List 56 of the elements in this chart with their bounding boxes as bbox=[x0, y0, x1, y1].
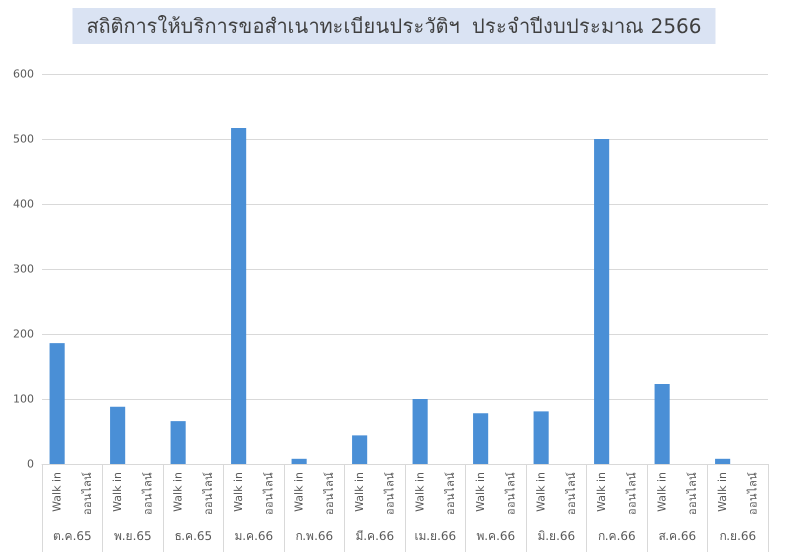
y-tick-label: 100 bbox=[13, 392, 34, 406]
x-tick-label: เม.ย.66 bbox=[414, 529, 456, 543]
bar bbox=[412, 399, 428, 464]
text: ออนไลน์ bbox=[564, 472, 578, 515]
text: Walk in bbox=[656, 472, 669, 512]
x-tick-label: ก.พ.66 bbox=[295, 529, 334, 543]
y-tick-label: 300 bbox=[13, 262, 34, 276]
x-tick-label: ก.ย.66 bbox=[719, 529, 756, 543]
bar bbox=[292, 458, 307, 464]
text: Walk in bbox=[111, 472, 124, 512]
text: ออนไลน์ bbox=[80, 472, 94, 515]
y-tick-label: 600 bbox=[13, 68, 34, 80]
chart-title: สถิติการให้บริการขอสำเนาทะเบียนประวัติฯ ประจำปีงบประมาณ 2566 bbox=[86, 14, 702, 38]
text: ออนไลน์ bbox=[504, 472, 518, 515]
text: Walk in bbox=[534, 472, 548, 512]
text: ออนไลน์ bbox=[383, 472, 396, 515]
x-tick-label: พ.ค.66 bbox=[476, 529, 516, 543]
bar bbox=[654, 384, 670, 464]
text: Walk in bbox=[595, 472, 608, 512]
y-tick-label: 0 bbox=[27, 458, 34, 470]
bar bbox=[715, 458, 730, 464]
text: Walk in bbox=[292, 472, 306, 512]
text: ออนไลน์ bbox=[262, 472, 276, 515]
text: Walk in bbox=[353, 472, 366, 512]
x-tick-label: พ.ย.65 bbox=[114, 529, 152, 543]
text: Walk in bbox=[172, 472, 185, 512]
x-tick-label: ส.ค.66 bbox=[658, 529, 696, 543]
text: ออนไลน์ bbox=[141, 472, 154, 515]
x-tick-label: ม.ค.66 bbox=[234, 529, 274, 543]
text: Walk in bbox=[232, 472, 246, 512]
y-tick-label: 400 bbox=[13, 198, 34, 210]
x-tick-label: มี.ค.66 bbox=[355, 529, 394, 543]
text: ออนไลน์ bbox=[746, 472, 760, 515]
y-tick-label: 200 bbox=[13, 328, 34, 340]
x-tick-label: ต.ค.65 bbox=[52, 529, 92, 543]
bar bbox=[534, 411, 549, 464]
text: ออนไลน์ bbox=[686, 472, 699, 515]
text: Walk in bbox=[474, 472, 488, 512]
x-tick-label: ก.ค.66 bbox=[598, 529, 636, 543]
x-tick-label: ธ.ค.65 bbox=[174, 529, 212, 543]
text: ออนไลน์ bbox=[444, 472, 457, 515]
bar bbox=[473, 413, 488, 464]
text: Walk in bbox=[716, 472, 730, 512]
text: Walk in bbox=[50, 472, 64, 512]
y-tick-label: 500 bbox=[13, 132, 34, 146]
bar bbox=[110, 406, 126, 464]
x-tick-label: มิ.ย.66 bbox=[537, 529, 576, 543]
bar bbox=[231, 128, 246, 464]
text: ออนไลน์ bbox=[322, 472, 336, 515]
bar bbox=[170, 421, 186, 464]
bar bbox=[352, 435, 368, 464]
bar bbox=[594, 139, 610, 464]
text: ออนไลน์ bbox=[625, 472, 638, 515]
text: ออนไลน์ bbox=[202, 472, 215, 515]
text: Walk in bbox=[414, 472, 427, 512]
bar bbox=[50, 343, 65, 464]
